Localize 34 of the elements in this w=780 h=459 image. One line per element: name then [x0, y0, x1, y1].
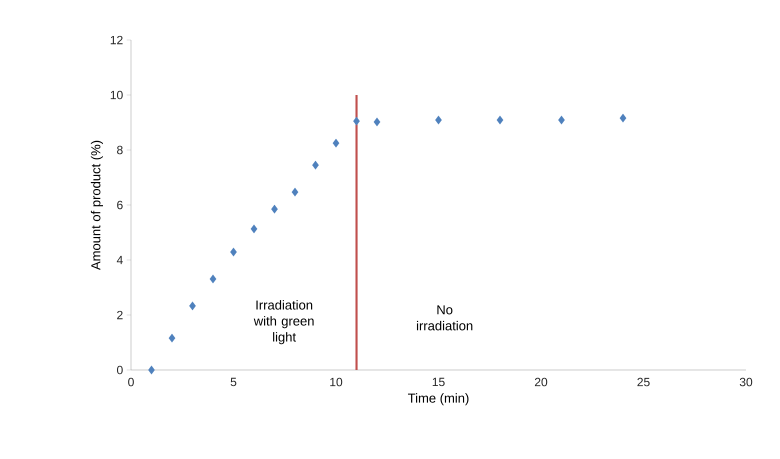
point	[210, 274, 216, 284]
point	[332, 138, 340, 148]
point	[189, 302, 196, 310]
point	[374, 118, 380, 126]
point	[168, 334, 176, 343]
point	[496, 116, 504, 124]
x-tick-label: 5	[230, 378, 236, 386]
point	[353, 116, 360, 126]
point	[620, 114, 626, 122]
point	[271, 204, 278, 214]
y-tick-label: 10	[110, 90, 123, 100]
x-tick-label: 20	[534, 378, 548, 386]
x-tick-label: 15	[432, 378, 445, 386]
y-tick-label: 4	[116, 256, 123, 264]
x-tick-label: 0	[128, 378, 134, 386]
point	[292, 188, 298, 196]
annotation: No irradiation	[416, 305, 472, 330]
point	[250, 224, 258, 234]
point	[435, 116, 442, 124]
y-axis-title: Amount of product (%)	[90, 140, 103, 270]
point	[230, 248, 237, 256]
y-tick-label: 8	[117, 146, 123, 154]
annotation: Irradiation with green light	[254, 300, 314, 344]
point	[558, 116, 565, 124]
y-tick-label: 12	[110, 36, 123, 44]
y-tick-label: 0	[116, 366, 123, 374]
x-axis-title: Time (min)	[408, 393, 468, 406]
point	[148, 366, 155, 374]
x-tick-label: 30	[740, 378, 752, 386]
point	[312, 160, 319, 170]
x-tick-label: 25	[637, 378, 650, 386]
y-tick-label: 6	[117, 200, 123, 210]
x-tick-label: 10	[330, 378, 342, 386]
y-tick-label: 2	[117, 310, 123, 320]
